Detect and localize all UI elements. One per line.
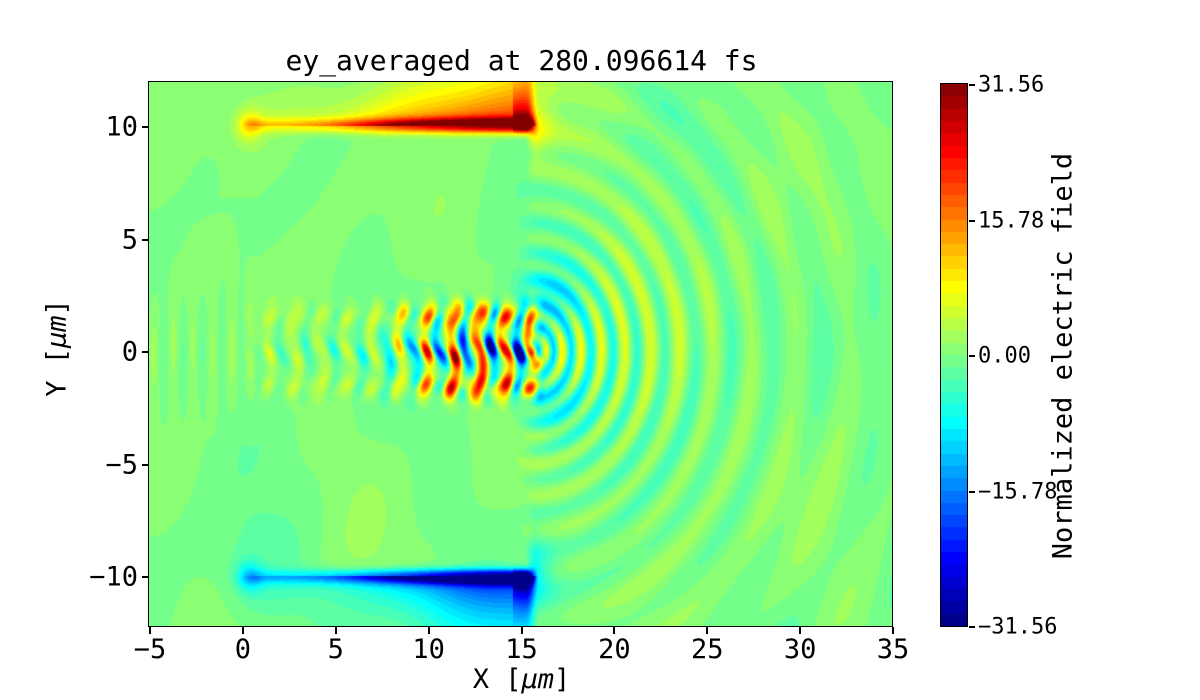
colorbar-tick-label: 31.56 (978, 72, 1045, 98)
x-axis-label-suffix: ] (554, 664, 571, 695)
y-axis-label: Y [μm] (42, 299, 73, 397)
y-axis-label-prefix: Y [ (41, 348, 73, 397)
y-tick-label: 5 (121, 224, 138, 256)
colorbar-canvas (941, 84, 968, 627)
x-axis-label: X [μm] (150, 664, 893, 695)
x-tick-label: −5 (133, 634, 167, 665)
colorbar-tick-label: 15.78 (978, 208, 1045, 233)
y-tick-label: 0 (121, 336, 138, 368)
x-tick-mark (892, 627, 894, 634)
colorbar-tick-mark (969, 490, 975, 493)
x-tick-mark (149, 627, 151, 634)
x-tick-label: 30 (783, 634, 817, 665)
y-tick-label: 10 (105, 111, 138, 143)
x-tick-label: 20 (598, 634, 631, 665)
y-tick-mark (142, 238, 149, 241)
colorbar-tick-mark (969, 84, 975, 86)
x-tick-label: 5 (327, 634, 344, 665)
colorbar-tick-label: −31.56 (978, 614, 1058, 640)
y-tick-mark (142, 125, 149, 128)
x-tick-label: 25 (690, 634, 724, 665)
x-tick-label: 15 (505, 634, 538, 665)
y-tick-mark (142, 576, 149, 579)
heatmap-canvas (149, 82, 893, 627)
x-tick-mark (613, 627, 616, 634)
colorbar-tick-mark (969, 355, 975, 357)
y-tick-label: −5 (105, 449, 138, 481)
x-tick-mark (427, 627, 430, 634)
y-tick-label: −10 (89, 561, 138, 593)
y-tick-mark (142, 463, 149, 466)
y-tick-mark (142, 351, 149, 354)
colorbar-tick-label: −15.78 (978, 479, 1058, 504)
x-axis-label-unit: μm (521, 664, 555, 695)
colorbar (940, 83, 969, 628)
x-tick-mark (241, 627, 244, 634)
x-tick-mark (334, 627, 337, 634)
colorbar-tick-mark (969, 219, 975, 222)
colorbar-tick-label: 0.00 (978, 343, 1031, 369)
plot-area (148, 81, 894, 628)
x-tick-label: 10 (412, 634, 445, 665)
x-axis-label-prefix: X [ (472, 664, 522, 695)
x-tick-label: 0 (234, 634, 252, 665)
y-axis-label-suffix: ] (41, 299, 73, 316)
colorbar-tick-mark (969, 626, 975, 628)
x-tick-label: 35 (876, 634, 910, 665)
x-tick-mark (799, 627, 802, 634)
x-tick-mark (520, 627, 523, 634)
plot-title: ey_averaged at 280.096614 fs (285, 44, 758, 77)
y-axis-label-unit: μm (41, 315, 73, 348)
x-tick-mark (706, 627, 709, 634)
